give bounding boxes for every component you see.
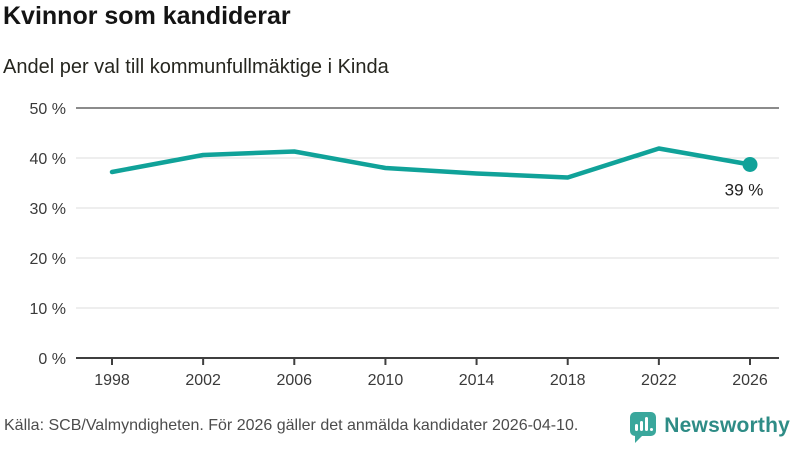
newsworthy-wordmark: Newsworthy [664, 414, 790, 437]
chart-title: Kvinnor som kandiderar [3, 2, 291, 30]
newsworthy-chart-bubble-icon [630, 412, 657, 443]
x-tick-label: 1998 [94, 372, 130, 389]
y-tick-label: 0 % [38, 351, 66, 368]
footer: Källa: SCB/Valmyndigheten. För 2026 gäll… [0, 410, 800, 450]
logo-bar-icon [640, 421, 644, 431]
end-point-marker [742, 157, 758, 172]
newsworthy-logo: Newsworthy [630, 412, 790, 443]
y-tick-label: 50 % [30, 101, 66, 118]
chart-subtitle: Andel per val till kommunfullmäktige i K… [3, 56, 389, 78]
x-tick-label: 2002 [185, 372, 221, 389]
x-tick-label: 2014 [459, 372, 495, 389]
x-tick-label: 2022 [641, 372, 677, 389]
x-tick-label: 2026 [732, 372, 768, 389]
logo-dot-icon [650, 428, 654, 431]
logo-bar-icon [645, 417, 649, 431]
x-tick-label: 2018 [550, 372, 586, 389]
x-tick-label: 2010 [368, 372, 404, 389]
y-tick-label: 10 % [30, 301, 66, 318]
end-point-label: 39 % [725, 181, 764, 200]
y-tick-label: 30 % [30, 201, 66, 218]
y-tick-label: 20 % [30, 251, 66, 268]
y-tick-label: 40 % [30, 151, 66, 168]
logo-bar-icon [635, 424, 639, 431]
x-tick-label: 2006 [276, 372, 312, 389]
series-line [109, 146, 753, 180]
source-note: Källa: SCB/Valmyndigheten. För 2026 gäll… [4, 417, 579, 434]
